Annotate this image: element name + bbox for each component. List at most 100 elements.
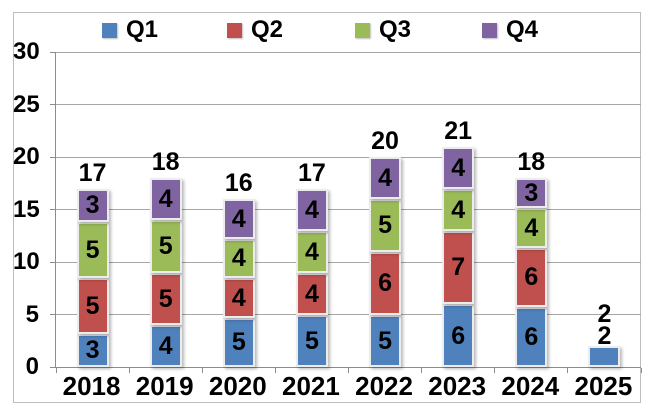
bar-segment-q1 — [222, 317, 255, 367]
bar-total-label: 16 — [224, 169, 253, 197]
legend-item-q3: Q3 — [355, 18, 411, 42]
legend-swatch-q3-icon — [355, 22, 370, 38]
bar-segment-value: 6 — [378, 269, 393, 297]
bar-segment-q1 — [295, 314, 328, 367]
bar-segment-value: 5 — [158, 232, 173, 261]
bar-segment-value: 4 — [378, 164, 393, 192]
gridline — [56, 209, 641, 210]
bar-segment-q3 — [222, 238, 255, 279]
bar-total-label: 21 — [444, 116, 473, 145]
bar-segment-value: 4 — [158, 185, 173, 213]
legend-label: Q1 — [126, 16, 159, 43]
x-axis-tick — [494, 368, 496, 373]
bar-segment-value: 3 — [85, 191, 100, 220]
chart-legend: Q1 Q2 Q3 Q4 — [14, 14, 640, 50]
y-axis-tick — [50, 104, 56, 105]
bar-segment-q1 — [442, 304, 475, 367]
x-axis-tick — [348, 368, 349, 373]
bar-segment-q4 — [442, 146, 475, 189]
bar-total-label: 17 — [298, 158, 326, 187]
y-axis-tick-label: 10 — [13, 248, 40, 275]
bar-segment-q4 — [295, 188, 328, 231]
legend-label: Q3 — [379, 16, 412, 43]
bar-segment-q4 — [515, 178, 548, 208]
plot-area: 3 5 5 3 17 4 5 5 4 18 5 4 4 4 16 5 4 4 4 17 5 6 5 4 20 6 7 4 4 21 6 6 4 3… — [50, 51, 642, 373]
x-axis-tick — [640, 368, 642, 373]
bar-segment-q3 — [295, 230, 328, 273]
bar-total-label: 2 — [597, 300, 612, 328]
x-axis-tick — [128, 368, 130, 373]
bar-segment-value: 4 — [304, 195, 319, 224]
bar-segment-q1 — [149, 325, 182, 367]
bar-total-label: 20 — [371, 127, 399, 155]
bar-segment-q1 — [588, 346, 621, 367]
bar-segment-q4 — [222, 199, 255, 239]
bar-segment-q2 — [442, 230, 475, 304]
bar-segment-q1 — [76, 333, 109, 367]
bar-segment-q1 — [369, 314, 402, 367]
bar-segment-q2 — [149, 272, 182, 325]
bar-segment-value: 4 — [231, 204, 246, 233]
y-axis-tick-label: 0 — [25, 353, 39, 380]
y-axis-tick — [50, 209, 56, 210]
y-axis-tick — [50, 261, 56, 263]
gridline — [56, 156, 641, 158]
gridline — [56, 314, 641, 315]
legend-swatch-q2-icon — [227, 22, 242, 38]
y-axis-tick-label: 30 — [13, 38, 40, 65]
x-axis-category-label: 2020 — [208, 371, 267, 401]
bar-segment-value: 5 — [158, 284, 173, 313]
bar-segment-q2 — [76, 277, 109, 334]
y-axis-tick — [50, 314, 56, 315]
bar-segment-q2 — [515, 247, 548, 308]
bar-segment-value: 5 — [85, 291, 100, 320]
bar-total-label: 18 — [151, 148, 180, 176]
legend-swatch-q4-icon — [482, 22, 497, 38]
x-axis-category-label: 2023 — [428, 371, 487, 401]
bar-segment-value: 5 — [231, 328, 246, 357]
bar-segment-value: 4 — [451, 153, 466, 182]
y-axis-tick-label: 20 — [13, 143, 40, 170]
y-axis-tick-label: 5 — [25, 300, 39, 328]
bar-segment-value: 4 — [304, 279, 319, 308]
bar-segment-q3 — [369, 199, 402, 252]
bar-segment-q4 — [76, 188, 109, 222]
bar-segment-q3 — [442, 188, 475, 231]
bar-segment-value: 5 — [378, 326, 393, 355]
bar-segment-q2 — [222, 278, 255, 318]
gridline — [56, 104, 641, 105]
bar-segment-value: 7 — [451, 253, 466, 282]
bar-segment-q2 — [295, 272, 328, 315]
bar-total-label: 18 — [517, 148, 546, 176]
legend-item-q1: Q1 — [102, 18, 158, 42]
x-axis-tick — [421, 368, 423, 373]
y-axis-tick — [50, 156, 56, 158]
x-axis-category-label: 2021 — [282, 371, 340, 401]
bar-segment-value: 4 — [451, 195, 466, 224]
bar-segment-q3 — [76, 221, 109, 278]
chart-frame: Q1 Q2 Q3 Q4 3 5 5 3 17 4 5 5 4 18 5 4 4 4 16 5 4 4 4 17 5 6 5 4 20 6… — [13, 12, 642, 403]
bar-segment-q3 — [149, 220, 182, 273]
bar-segment-value: 2 — [597, 322, 612, 350]
bar-segment-value: 3 — [85, 336, 100, 365]
bar-segment-value: 3 — [524, 178, 539, 207]
legend-label: Q4 — [506, 16, 539, 43]
bar-segment-value: 4 — [231, 244, 246, 273]
x-axis-tick — [201, 368, 203, 373]
bar-total-label: 17 — [78, 158, 107, 187]
bar-segment-value: 4 — [158, 332, 173, 360]
y-axis-tick-label: 15 — [13, 195, 40, 223]
x-axis-category-label: 2018 — [62, 371, 121, 401]
y-axis-tick — [50, 366, 56, 368]
bar-segment-value: 5 — [85, 235, 100, 264]
x-axis-category-label: 2022 — [355, 371, 413, 401]
bar-segment-value: 4 — [524, 213, 539, 242]
bar-segment-q4 — [369, 157, 402, 199]
bar-segment-q3 — [515, 207, 548, 248]
gridline — [56, 261, 641, 263]
gridline — [56, 51, 641, 53]
bar-segment-value: 6 — [524, 263, 539, 292]
bar-segment-value: 6 — [524, 323, 539, 352]
x-axis-category-label: 2019 — [135, 371, 194, 401]
bar-segment-value: 4 — [304, 237, 319, 266]
